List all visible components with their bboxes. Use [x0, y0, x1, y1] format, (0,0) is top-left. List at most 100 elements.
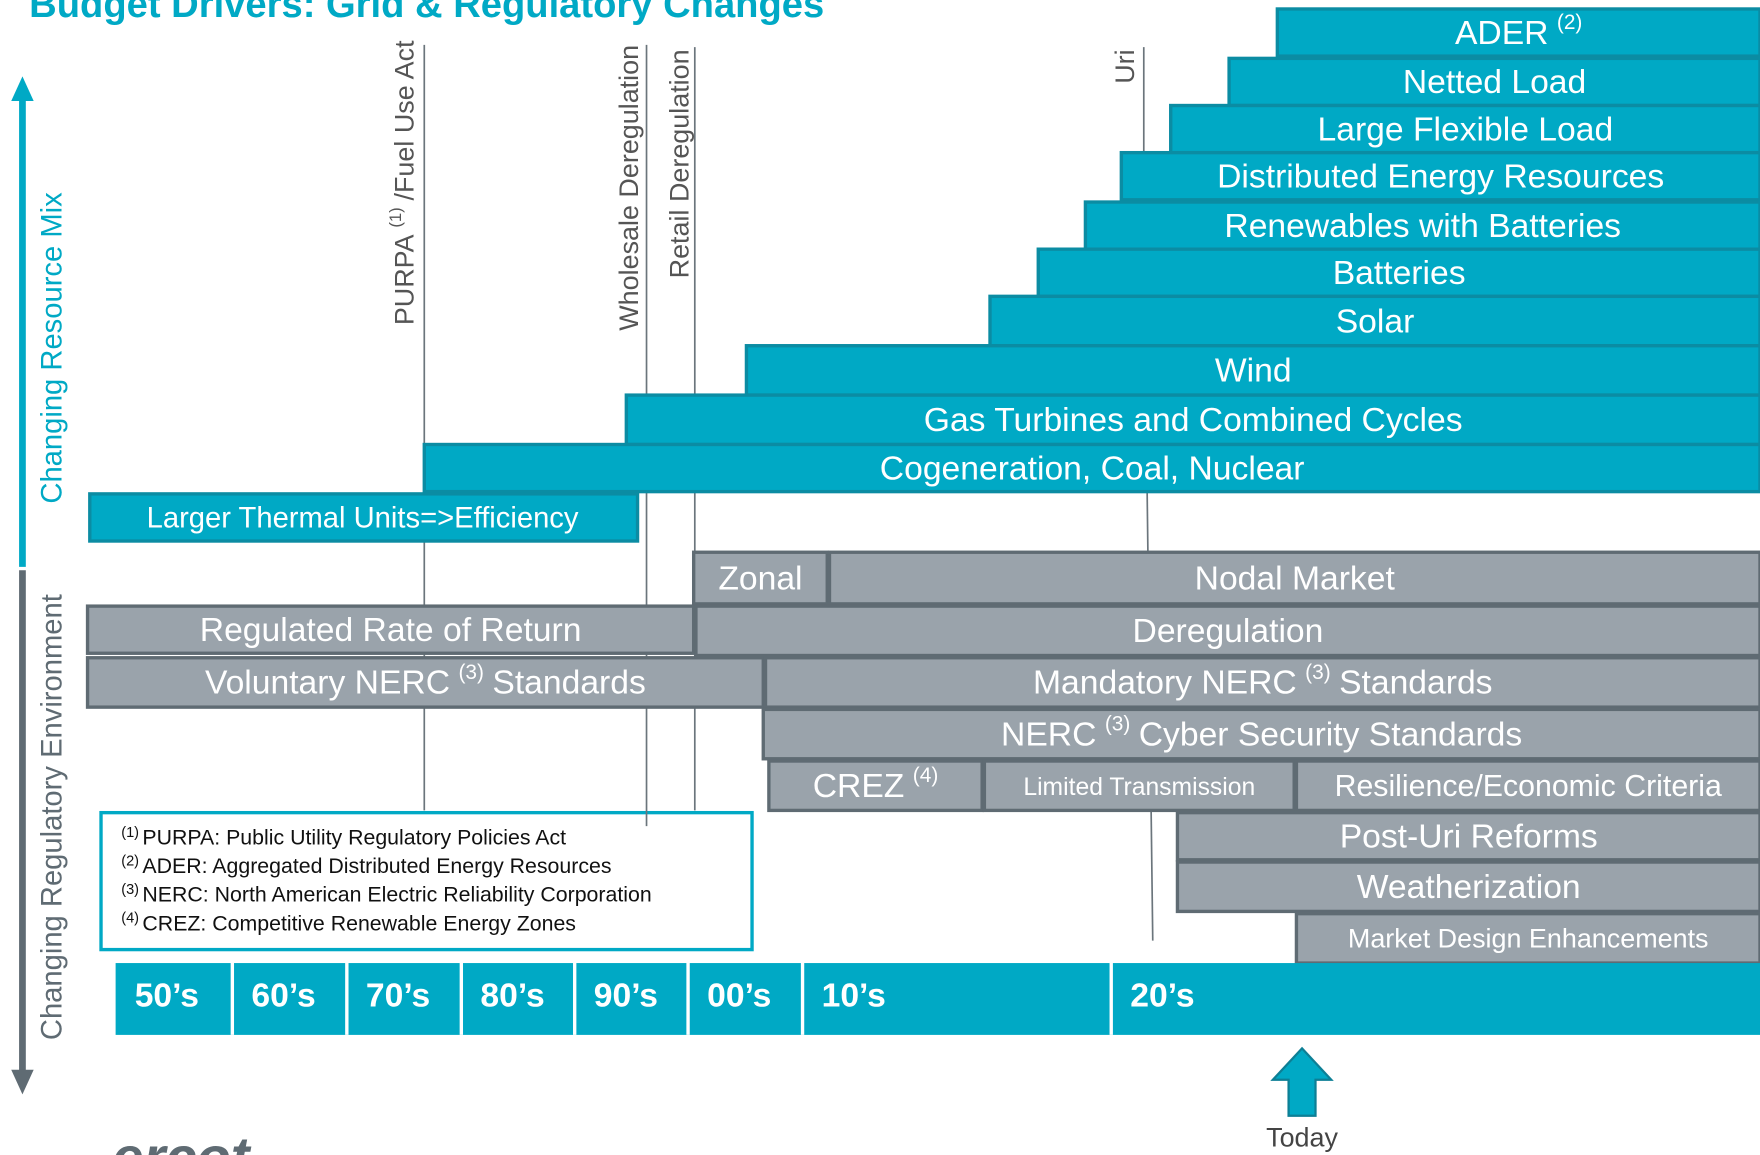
decade-label: 10’s [822, 978, 886, 1015]
label-text: Nodal Market [1195, 560, 1396, 597]
label: Market Design Enhancements [1348, 924, 1709, 954]
regulatory-bar [1175, 810, 1760, 862]
decade-label: 80’s [480, 978, 544, 1015]
label-text: Zonal [718, 560, 802, 597]
footnote: (1) PURPA: Public Utility Regulatory Poli… [121, 825, 566, 849]
regulatory-bar [694, 604, 1760, 658]
label-text: NERC [1001, 716, 1096, 753]
label: Deregulation [1133, 613, 1324, 650]
footnote-ref: (3) [458, 660, 484, 683]
label: CREZ (4) [813, 764, 939, 805]
footnote-ref: (3) [1105, 712, 1131, 735]
footnote-box [99, 810, 754, 952]
label-text: Regulated Rate of Return [200, 612, 582, 649]
footnote: (2) ADER: Aggregated Distributed Energy R… [121, 853, 611, 877]
footnote-ref: (4) [913, 764, 939, 787]
label-text: Renewables with Batteries [1224, 208, 1621, 245]
label-text: Gas Turbines and Combined Cycles [924, 402, 1463, 439]
label: NERC (3) Cyber Security Standards [1001, 712, 1522, 753]
label-text: CREZ [813, 768, 905, 805]
logo: ercot [112, 1126, 252, 1155]
label-text: Uri [1110, 49, 1140, 83]
label: Larger Thermal Units=>Efficiency [147, 502, 579, 534]
regulatory-bar [691, 550, 829, 606]
label-text: Deregulation [1133, 613, 1324, 650]
footnote-text: PURPA: Public Utility Regulatory Policie… [142, 825, 566, 849]
label: Netted Load [1403, 64, 1586, 101]
regulatory-bar [85, 604, 696, 655]
resource-bar [624, 393, 1760, 447]
label-text: Solar [1336, 303, 1415, 340]
label-text: Netted Load [1403, 64, 1586, 101]
footnote-ref: (3) [1305, 660, 1331, 683]
label: Wholesale Deregulation [614, 45, 644, 331]
decade-label: 90’s [594, 978, 658, 1015]
label-text: Large Flexible Load [1318, 111, 1614, 148]
footnote-ref: (4) [121, 911, 139, 927]
label: Large Flexible Load [1318, 111, 1614, 148]
regulatory-bar [827, 550, 1760, 606]
label: Post-Uri Reforms [1340, 818, 1598, 855]
label-text: Limited Transmission [1023, 773, 1255, 800]
label-text: Market Design Enhancements [1348, 924, 1709, 954]
label-text: Distributed Energy Resources [1217, 158, 1664, 195]
label-text: Post-Uri Reforms [1340, 818, 1598, 855]
label-text: Mandatory NERC [1033, 665, 1297, 702]
decade-label: 70’s [366, 978, 430, 1015]
title: Budget Drivers: Grid & Regulatory Change… [29, 0, 824, 26]
label-text: Voluntary NERC [205, 665, 450, 702]
label-text: PURPA [389, 234, 419, 325]
label: Retail Deregulation [664, 49, 694, 278]
arrowhead [11, 76, 34, 102]
label-text: ADER [1455, 15, 1549, 52]
decade-label: 20’s [1130, 978, 1194, 1015]
label-text: Cyber Security Standards [1139, 716, 1522, 753]
footnote: (4) CREZ: Competitive Renewable Energy Zo… [121, 911, 576, 935]
label: Distributed Energy Resources [1217, 158, 1664, 195]
decade-label: 60’s [251, 978, 315, 1015]
label: ADER (2) [1455, 11, 1582, 52]
resource-bar [988, 294, 1760, 348]
axis-label: Changing Resource Mix [37, 192, 69, 504]
label: Cogeneration, Coal, Nuclear [880, 450, 1305, 487]
label: Weatherization [1357, 869, 1581, 906]
label-text: Cogeneration, Coal, Nuclear [880, 450, 1305, 487]
regulatory-bar [767, 759, 984, 813]
regulatory-bar [761, 707, 1760, 761]
label: Resilience/Economic Criteria [1335, 770, 1722, 803]
timeline [115, 963, 1760, 1035]
label-text: Batteries [1333, 255, 1466, 292]
label-text: Larger Thermal Units=>Efficiency [147, 502, 579, 534]
label: Limited Transmission [1023, 773, 1255, 800]
label-text: Standards [492, 665, 645, 702]
regulatory-bar [982, 759, 1296, 813]
footnote-ref: (2) [121, 853, 139, 869]
footnote-ref: (1) [121, 825, 139, 841]
regulatory-bar [85, 656, 765, 709]
resource-bar [88, 492, 640, 543]
arrowhead [11, 1069, 34, 1095]
label: Wind [1215, 353, 1292, 390]
label: Renewables with Batteries [1224, 208, 1621, 245]
label-text: Retail Deregulation [664, 49, 694, 278]
label-text: Wind [1215, 353, 1292, 390]
resource-bar [1275, 7, 1760, 58]
label: Voluntary NERC (3) Standards [205, 660, 646, 701]
label: Uri [1110, 49, 1140, 83]
label-text: Weatherization [1357, 869, 1581, 906]
label: Mandatory NERC (3) Standards [1033, 660, 1493, 701]
axis-label: Changing Regulatory Environment [37, 594, 69, 1040]
decade-label: 50’s [135, 978, 199, 1015]
footnote-ref: (3) [121, 882, 139, 898]
label-text: Wholesale Deregulation [614, 45, 644, 331]
label: Solar [1336, 303, 1415, 340]
resource-bar [1083, 200, 1760, 251]
resource-bar [422, 442, 1760, 494]
label: Regulated Rate of Return [200, 612, 582, 649]
label: Gas Turbines and Combined Cycles [924, 402, 1463, 439]
today-label: Today [1266, 1122, 1338, 1152]
footnote-text: NERC: North American Electric Reliabilit… [142, 882, 651, 906]
label: Nodal Market [1195, 560, 1396, 597]
label: Zonal [718, 560, 802, 597]
